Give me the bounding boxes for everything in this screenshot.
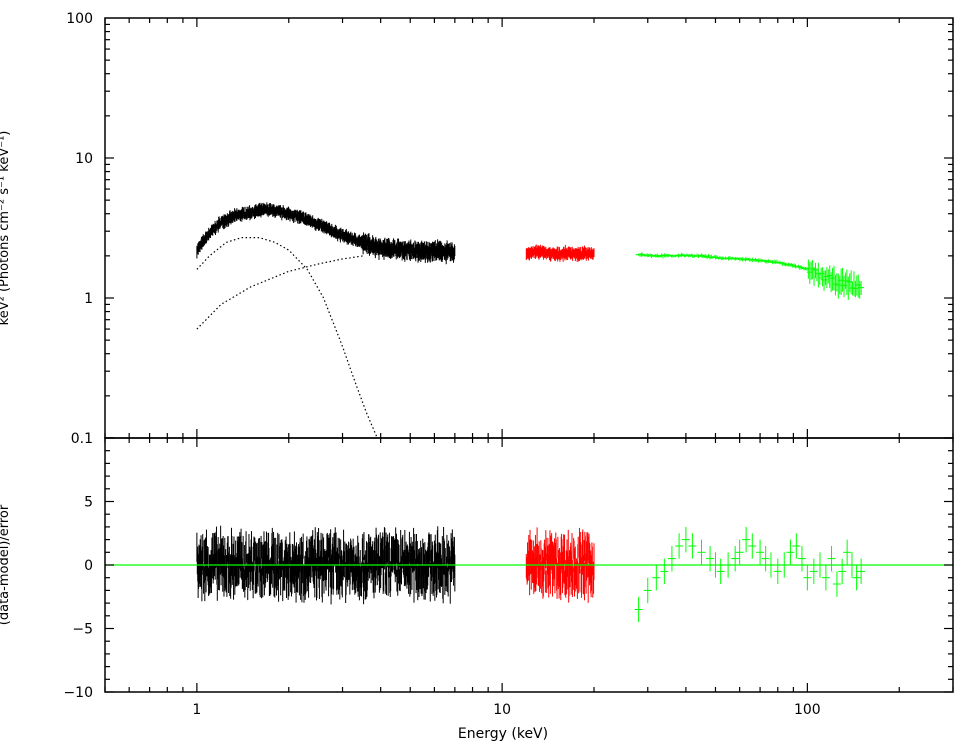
residual-series-1 — [525, 527, 595, 603]
y-tick-label: 0 — [84, 558, 93, 574]
y-tick-label: 10 — [75, 151, 93, 167]
residual-series-2 — [634, 526, 866, 623]
x-tick-label: 100 — [794, 702, 821, 718]
model-component-line — [196, 255, 364, 330]
top-series-4 — [196, 255, 364, 330]
bottom-panel: −10 −5 0 5 1 10 100 — [63, 437, 954, 718]
top-series-0 — [196, 202, 456, 265]
top-series-2 — [635, 252, 865, 300]
top-panel-series — [196, 202, 865, 439]
top-panel: 0.1 1 10 100 — [66, 11, 954, 447]
x-axis-label: Energy (keV) — [458, 726, 548, 742]
top-panel-ticks: 0.1 1 10 100 — [66, 11, 954, 447]
y-tick-label: 100 — [66, 11, 93, 27]
top-y-axis-label: keV² (Photons cm⁻² s⁻¹ keV⁻¹) — [0, 131, 12, 326]
bottom-panel-ticks: −10 −5 0 5 1 10 100 — [63, 437, 954, 718]
model-component-line — [196, 237, 378, 439]
top-panel-frame — [104, 17, 954, 439]
bottom-panel-series — [105, 525, 953, 623]
y-tick-label: 0.1 — [71, 431, 93, 447]
bottom-y-axis-label: (data-model)/error — [0, 504, 12, 625]
y-tick-label: 5 — [84, 495, 93, 511]
x-tick-label: 10 — [493, 702, 511, 718]
x-tick-label: 1 — [192, 702, 201, 718]
y-tick-label: −10 — [63, 685, 93, 701]
top-series-3 — [196, 237, 378, 439]
y-tick-label: 1 — [84, 291, 93, 307]
y-tick-label: −5 — [72, 622, 93, 638]
top-series-1 — [525, 244, 595, 262]
